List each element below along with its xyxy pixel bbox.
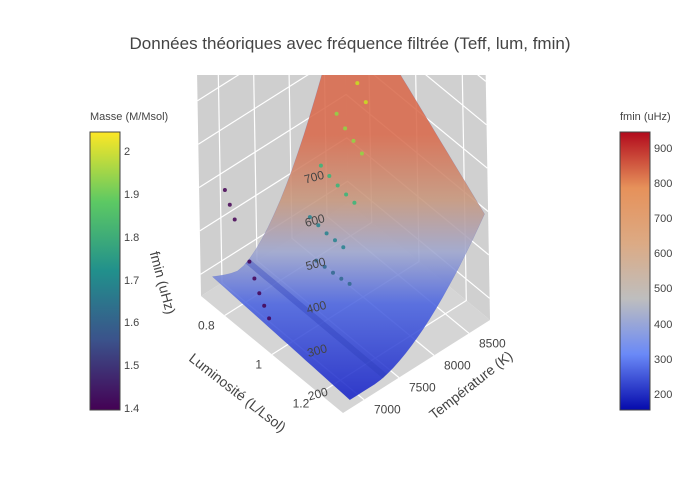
y-tick-label: 0.8 [198,319,215,333]
colorbar-tick-label: 500 [654,283,673,296]
scatter-point [316,223,321,228]
x-tick-label: 8000 [444,358,471,372]
scatter-point [247,259,252,264]
colorbar-tick-label: 1.6 [124,317,140,330]
scatter-point [262,303,267,308]
scatter-point [355,81,360,86]
gridline-z [197,75,488,169]
gridline-z [197,75,487,126]
fmin-surface [211,75,485,401]
y-tick-label: 1 [255,358,262,372]
colorbar-tick-label: 600 [654,248,673,261]
scatter-point [322,264,327,269]
scatter-series-1 [314,258,352,286]
scatter-point [327,174,332,178]
z-tick-label: 700 [303,168,326,187]
colorbar-tick-label: 900 [654,142,673,155]
colorbar-tick-label: 200 [654,388,673,401]
scatter-point [335,183,340,188]
colorbar-tick-label: 1.8 [124,231,140,244]
scatter-point [324,231,329,236]
scatter-point [351,138,356,143]
scatter-point [344,192,349,197]
scatter-point [314,258,319,263]
scatter-point [363,100,368,105]
z-tick-label: 600 [303,211,326,230]
colorbar-tick-label: 700 [654,212,673,225]
scatter-series-4 [334,111,364,156]
colorbar-tick-label: 1.9 [124,189,140,202]
scatter-point [257,291,262,296]
colorbar-tick-label: 800 [654,177,673,190]
scatter-point [347,281,352,286]
scatter-point [252,276,257,281]
colorbar-tick-label: 2 [124,146,131,159]
scatter-point [334,111,339,116]
colorbar-tick-label: 300 [654,353,673,366]
scatter-point [232,217,237,222]
x-tick-label: 7000 [374,403,401,417]
scatter-point [331,270,335,275]
scatter-series-0 [222,188,272,321]
colorbar-tick-label: 1.4 [124,403,140,415]
x-tick-label: 7500 [409,381,436,395]
scatter-series-2 [307,215,346,250]
scatter-point [318,163,323,168]
y-tick-label: 1.2 [293,397,310,411]
colorbar-fmin-title: fmin (uHz) [620,111,671,123]
scatter-point [341,245,346,250]
x-axis-title: Température (K) [426,347,516,422]
gridline-z [477,75,487,82]
scatter-point [347,62,351,66]
scatter-point [359,151,364,156]
colorbar-0 [89,131,121,411]
colorbar-mass-title: Masse (M/Msol) [90,111,169,123]
z-axis-title: fmin (uHz) [147,249,179,316]
scatter-series-5 [347,62,368,105]
colorbar-tick-label: 1.7 [124,274,140,287]
scatter-point [222,188,227,192]
scatter-point [307,215,312,220]
z-tick-label: 500 [304,254,327,273]
scatter-point [339,276,344,281]
colorbar-tick-label: 400 [654,318,673,331]
scatter-point [352,200,357,205]
z-tick-label: 400 [305,298,328,317]
scatter-point [227,202,232,207]
scatter-point [267,316,272,321]
chart-title: Données théoriques avec fréquence filtré… [129,34,571,53]
z-tick-label: 300 [306,341,329,360]
colorbar-tick-label: 1.5 [124,360,140,373]
z-tick-label: 200 [306,385,329,404]
scatter-point [333,238,337,243]
x-tick-label: 8500 [479,336,506,350]
y-axis-title: Luminosité (L/Lsol) [186,350,289,435]
colorbar-1 [619,131,651,411]
scatter-point [343,126,348,131]
scatter-series-3 [318,163,357,205]
surface-valley-shade [245,258,387,379]
